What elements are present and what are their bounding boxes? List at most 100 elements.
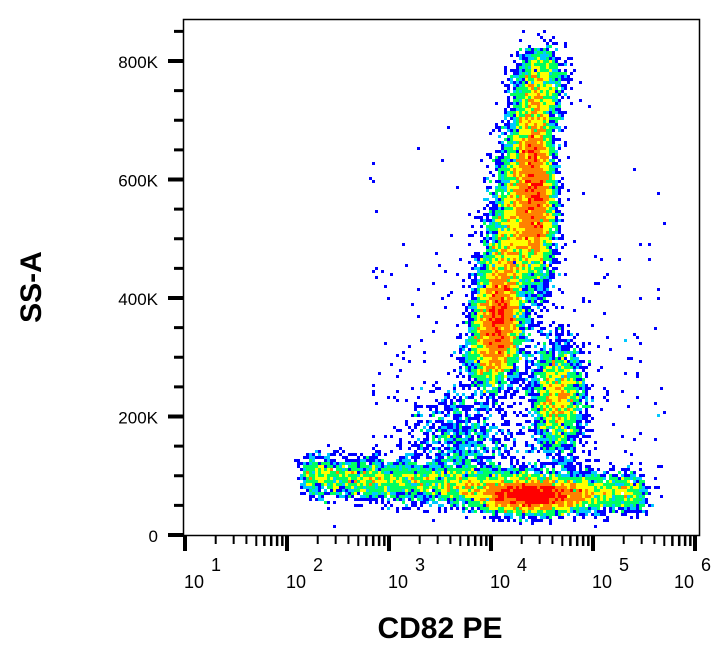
density-bin <box>597 480 600 483</box>
density-bin <box>492 282 495 285</box>
density-bin <box>510 183 513 186</box>
density-bin <box>333 462 336 465</box>
density-bin <box>465 351 468 354</box>
density-bin <box>516 129 519 132</box>
density-bin <box>558 360 561 363</box>
density-bin <box>591 429 594 432</box>
density-bin <box>546 63 549 66</box>
density-bin <box>549 39 552 42</box>
density-bin <box>477 306 480 309</box>
density-bin <box>534 384 537 387</box>
density-bin <box>474 318 477 321</box>
density-bin <box>357 477 360 480</box>
density-bin <box>543 279 546 282</box>
density-bin <box>360 483 363 486</box>
density-bin <box>378 453 381 456</box>
density-bin <box>582 360 585 363</box>
density-bin <box>549 93 552 96</box>
density-bin <box>486 345 489 348</box>
density-bin <box>504 252 507 255</box>
density-bin <box>588 492 591 495</box>
density-bin <box>474 357 477 360</box>
density-bin <box>498 291 501 294</box>
density-bin <box>555 501 558 504</box>
density-bin <box>513 198 516 201</box>
density-bin <box>510 135 513 138</box>
density-bin <box>462 504 465 507</box>
density-bin <box>558 483 561 486</box>
density-bin <box>447 456 450 459</box>
density-bin <box>348 480 351 483</box>
density-bin <box>540 333 543 336</box>
density-bin <box>564 348 567 351</box>
density-bin <box>537 180 540 183</box>
density-bin <box>630 492 633 495</box>
density-bin <box>540 411 543 414</box>
density-bin <box>522 204 525 207</box>
density-bin <box>489 132 492 135</box>
density-bin <box>507 165 510 168</box>
density-bin <box>417 468 420 471</box>
density-bin <box>444 471 447 474</box>
density-bin <box>507 195 510 198</box>
density-bin <box>351 462 354 465</box>
density-bin <box>543 30 546 33</box>
density-bin <box>471 345 474 348</box>
density-bin <box>642 495 645 498</box>
density-bin <box>567 474 570 477</box>
density-bin <box>567 435 570 438</box>
density-bin <box>567 465 570 468</box>
density-bin <box>570 402 573 405</box>
density-bin <box>540 72 543 75</box>
density-bin <box>516 300 519 303</box>
density-bin <box>567 390 570 393</box>
density-bin <box>399 498 402 501</box>
density-bin <box>558 102 561 105</box>
density-bin <box>525 246 528 249</box>
density-bin <box>480 264 483 267</box>
density-bin <box>549 249 552 252</box>
density-bin <box>480 336 483 339</box>
density-bin <box>480 327 483 330</box>
density-bin <box>489 471 492 474</box>
density-bin <box>573 396 576 399</box>
density-bin <box>507 138 510 141</box>
density-bin <box>486 225 489 228</box>
density-bin <box>489 510 492 513</box>
density-bin <box>519 312 522 315</box>
density-bin <box>546 207 549 210</box>
density-bin <box>507 147 510 150</box>
density-bin <box>537 252 540 255</box>
density-bin <box>528 360 531 363</box>
density-bin <box>564 141 567 144</box>
density-bin <box>555 96 558 99</box>
density-bin <box>525 369 528 372</box>
density-bin <box>507 315 510 318</box>
density-bin <box>384 474 387 477</box>
density-bin <box>531 171 534 174</box>
density-bin <box>570 423 573 426</box>
density-bin <box>504 183 507 186</box>
density-bin <box>528 504 531 507</box>
density-bin <box>570 363 573 366</box>
density-bin <box>498 135 501 138</box>
density-bin <box>549 435 552 438</box>
density-bin <box>504 327 507 330</box>
density-bin <box>417 507 420 510</box>
density-bin <box>576 357 579 360</box>
density-bin <box>519 327 522 330</box>
density-bin <box>552 225 555 228</box>
density-bin <box>552 117 555 120</box>
density-bin <box>531 393 534 396</box>
density-bin <box>465 384 468 387</box>
density-bin <box>405 486 408 489</box>
density-bin <box>501 159 504 162</box>
density-bin <box>501 165 504 168</box>
density-bin <box>480 384 483 387</box>
density-bin <box>516 156 519 159</box>
density-bin <box>507 288 510 291</box>
density-bin <box>555 417 558 420</box>
density-bin <box>534 369 537 372</box>
density-bin <box>531 129 534 132</box>
density-bin <box>540 258 543 261</box>
